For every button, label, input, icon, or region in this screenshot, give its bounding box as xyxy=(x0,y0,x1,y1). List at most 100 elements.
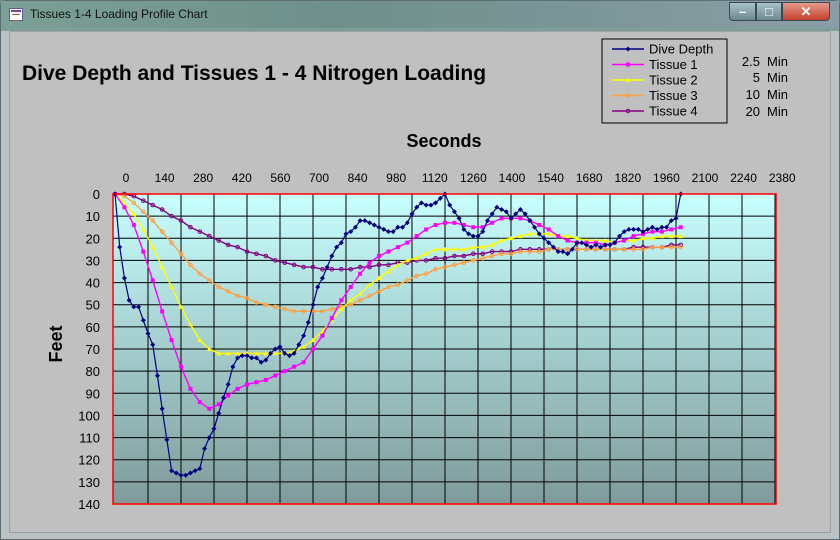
data-point xyxy=(150,342,156,348)
x-tick-label: 1400 xyxy=(499,171,526,185)
data-point xyxy=(451,246,457,252)
data-point xyxy=(442,264,448,270)
data-point xyxy=(574,235,580,241)
data-point xyxy=(343,231,349,237)
maximize-button[interactable]: □ xyxy=(756,2,782,21)
data-point xyxy=(291,350,297,356)
data-point xyxy=(282,260,288,265)
y-tick-label: 100 xyxy=(78,408,100,423)
data-point xyxy=(424,227,429,232)
y-tick-label: 110 xyxy=(79,431,100,446)
title-bar[interactable]: Tissues 1-4 Loading Profile Chart – □ ✕ xyxy=(1,1,839,28)
half-time-unit: Min xyxy=(767,104,788,119)
data-point xyxy=(253,355,259,361)
data-point xyxy=(466,231,472,237)
data-point xyxy=(631,247,636,252)
y-tick-labels: 0 10 20 30 40 50 60 70 80 90 100 110 120 130 140 xyxy=(78,187,100,512)
data-point xyxy=(650,229,655,234)
data-point xyxy=(669,227,674,232)
data-point xyxy=(409,211,415,217)
close-button[interactable]: ✕ xyxy=(782,2,830,21)
data-point xyxy=(405,240,410,245)
y-tick-label: 50 xyxy=(86,298,100,313)
data-point xyxy=(423,251,429,256)
data-point xyxy=(301,360,306,365)
data-point xyxy=(428,202,434,208)
data-point xyxy=(362,218,368,224)
data-point xyxy=(404,220,410,226)
data-point xyxy=(536,249,542,254)
data-point xyxy=(503,209,509,215)
data-point xyxy=(263,357,269,363)
data-point xyxy=(254,380,259,385)
data-point xyxy=(202,446,208,452)
data-point xyxy=(678,244,684,250)
legend-label: Tissue 1 xyxy=(649,57,698,72)
data-point xyxy=(541,235,547,241)
data-point xyxy=(602,238,608,243)
data-point xyxy=(310,337,316,343)
x-tick-label: 280 xyxy=(193,171,213,185)
data-point xyxy=(475,233,481,239)
y-tick-label: 90 xyxy=(86,386,100,401)
half-time-value: 5 xyxy=(753,70,760,85)
data-point xyxy=(178,218,184,223)
y-tick-label: 130 xyxy=(78,475,100,490)
data-point xyxy=(334,244,340,250)
legend-item: Dive Depth xyxy=(612,42,713,57)
data-point xyxy=(301,309,306,314)
data-point xyxy=(517,207,523,212)
data-point xyxy=(565,238,570,243)
data-point xyxy=(527,218,533,224)
data-point xyxy=(273,373,278,378)
data-point xyxy=(348,302,354,308)
data-point xyxy=(626,62,630,67)
data-point xyxy=(612,247,618,252)
data-point xyxy=(178,251,184,257)
data-point xyxy=(338,306,344,312)
data-point xyxy=(508,235,514,241)
data-point xyxy=(418,200,424,206)
legend-item: Tissue 1 xyxy=(612,57,698,72)
data-point xyxy=(245,382,249,387)
data-point xyxy=(131,200,137,206)
data-point xyxy=(404,278,410,283)
data-point xyxy=(625,77,631,82)
data-point xyxy=(169,284,175,289)
minimize-button[interactable]: – xyxy=(729,2,756,21)
chart-area: Dive Depth and Tissues 1 - 4 Nitrogen Lo… xyxy=(9,31,831,533)
data-point xyxy=(565,247,570,252)
data-point xyxy=(263,253,269,259)
half-time-list: 2.5 Min 5 Min 10 Min 20 Min xyxy=(742,54,788,119)
data-point xyxy=(484,218,490,224)
data-point xyxy=(612,240,618,246)
y-tick-label: 120 xyxy=(78,453,100,468)
data-point xyxy=(625,93,631,98)
data-point xyxy=(626,226,632,232)
data-point xyxy=(668,233,674,239)
half-time-value: 10 xyxy=(746,87,760,102)
series-line xyxy=(114,193,681,313)
x-tick-label: 140 xyxy=(155,171,175,185)
data-point xyxy=(461,260,467,265)
data-point xyxy=(659,229,664,234)
x-tick-label: 0 xyxy=(123,171,130,185)
data-point xyxy=(282,306,288,312)
data-point xyxy=(631,226,637,232)
data-point xyxy=(154,373,160,379)
data-point xyxy=(625,108,631,114)
data-point xyxy=(414,273,420,279)
data-point xyxy=(225,242,231,248)
data-point xyxy=(253,350,259,356)
y-tick-label: 10 xyxy=(86,209,100,224)
data-point xyxy=(188,386,193,391)
legend-box xyxy=(601,38,728,124)
data-point xyxy=(371,222,377,228)
data-point xyxy=(145,331,151,336)
data-point xyxy=(141,249,146,254)
data-point xyxy=(433,255,438,261)
y-tick-label: 60 xyxy=(86,320,100,335)
data-point xyxy=(433,200,439,206)
data-point xyxy=(499,251,504,257)
data-point xyxy=(376,262,382,268)
